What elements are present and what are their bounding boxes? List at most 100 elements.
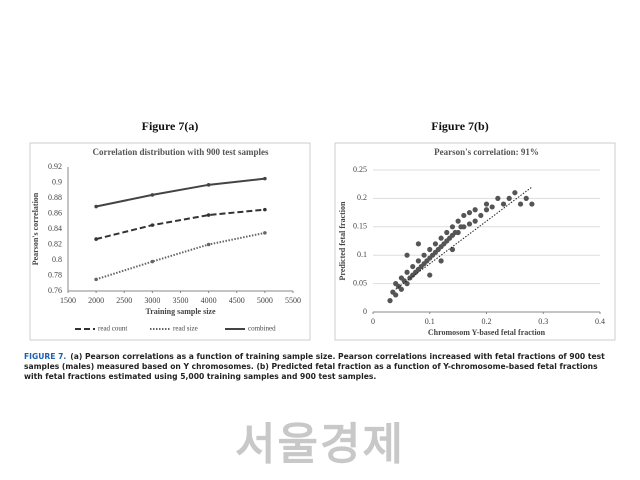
x-axis-label: Chromosom Y-based fetal fraction bbox=[428, 328, 546, 337]
point bbox=[263, 176, 267, 181]
x-tick-label: 0.2 bbox=[482, 317, 492, 326]
point bbox=[449, 246, 456, 253]
legend-label: read count bbox=[98, 325, 127, 333]
point bbox=[461, 212, 467, 219]
chart-subtitle: Correlation distribution with 900 test s… bbox=[92, 147, 269, 157]
caption: FIGURE 7. (a) Pearson correlations as a f… bbox=[24, 352, 618, 382]
point bbox=[500, 201, 507, 207]
y-tick-label: 0.76 bbox=[48, 286, 62, 295]
legend-label: read size bbox=[173, 325, 198, 333]
point bbox=[449, 224, 456, 230]
point bbox=[398, 286, 404, 292]
point bbox=[404, 269, 410, 275]
point bbox=[455, 218, 461, 224]
point bbox=[517, 201, 524, 207]
point bbox=[421, 252, 427, 258]
point bbox=[472, 207, 478, 213]
caption-text: (a) Pearson correlations as a function o… bbox=[24, 352, 605, 381]
figure-title: Figure 7(a) bbox=[142, 119, 199, 133]
point bbox=[432, 241, 439, 247]
point bbox=[466, 210, 473, 216]
point bbox=[206, 213, 211, 217]
point bbox=[206, 242, 211, 247]
series-line bbox=[95, 177, 265, 208]
series-line bbox=[95, 208, 265, 241]
y-tick-label: 0.84 bbox=[48, 224, 62, 233]
figure-title: Figure 7(b) bbox=[431, 119, 488, 133]
point bbox=[495, 195, 501, 201]
point bbox=[393, 292, 399, 298]
point bbox=[415, 241, 421, 247]
watermark: 서울경제 bbox=[235, 419, 405, 470]
caption-label: FIGURE 7. bbox=[24, 352, 67, 361]
chart-subtitle: Pearson's correlation: 91% bbox=[434, 147, 539, 157]
point bbox=[438, 258, 444, 264]
point bbox=[466, 221, 473, 227]
point bbox=[455, 229, 461, 236]
point bbox=[150, 223, 155, 227]
x-tick-label: 0.3 bbox=[538, 317, 548, 326]
point bbox=[483, 207, 490, 213]
point bbox=[427, 246, 433, 253]
y-tick-label: 0.88 bbox=[48, 193, 62, 202]
x-tick-label: 3000 bbox=[144, 296, 160, 305]
y-tick-label: 0.05 bbox=[353, 278, 367, 287]
y-tick-label: 0 bbox=[363, 307, 367, 316]
y-tick-label: 0.25 bbox=[353, 165, 367, 174]
point bbox=[444, 229, 450, 236]
point bbox=[94, 204, 98, 209]
y-tick-label: 0.15 bbox=[353, 222, 367, 231]
legend-label: combined bbox=[248, 325, 276, 333]
x-axis-label: Training sample size bbox=[145, 307, 216, 316]
x-tick-label: 3500 bbox=[173, 296, 189, 305]
point bbox=[94, 277, 98, 282]
point bbox=[512, 190, 518, 196]
chart-border bbox=[29, 142, 311, 341]
point bbox=[404, 252, 410, 258]
point bbox=[150, 259, 155, 264]
x-tick-label: 2000 bbox=[88, 296, 104, 305]
x-tick-label: 4500 bbox=[229, 296, 245, 305]
trendline bbox=[395, 186, 533, 290]
point bbox=[206, 183, 211, 187]
y-tick-label: 0.92 bbox=[48, 162, 62, 171]
x-tick-label: 0.4 bbox=[595, 317, 605, 326]
point bbox=[438, 235, 444, 241]
y-tick-label: 0.86 bbox=[48, 208, 62, 217]
x-tick-label: 4000 bbox=[201, 296, 217, 305]
y-tick-label: 0.9 bbox=[52, 177, 62, 186]
point bbox=[263, 207, 267, 212]
point bbox=[150, 193, 155, 197]
y-tick-label: 0.78 bbox=[48, 270, 62, 279]
y-tick-label: 0.82 bbox=[48, 239, 62, 248]
point bbox=[94, 237, 98, 241]
x-tick-label: 1500 bbox=[60, 296, 76, 305]
point bbox=[529, 201, 535, 207]
point bbox=[387, 298, 393, 304]
y-tick-label: 0.2 bbox=[357, 193, 367, 202]
x-tick-label: 0.1 bbox=[425, 317, 435, 326]
point bbox=[427, 272, 433, 278]
point bbox=[523, 195, 529, 201]
x-tick-label: 2500 bbox=[116, 296, 132, 305]
x-tick-label: 0 bbox=[371, 317, 375, 326]
chart-border bbox=[334, 142, 616, 341]
point bbox=[410, 263, 416, 270]
x-tick-label: 5500 bbox=[285, 296, 301, 305]
x-tick-label: 5000 bbox=[257, 296, 273, 305]
point bbox=[506, 195, 512, 201]
y-axis-label: Pearson's correlation bbox=[31, 192, 40, 265]
figure: Figure 7(a) Correlation distribution with… bbox=[29, 119, 616, 341]
y-axis-label: Predicted fetal fraction bbox=[338, 201, 347, 280]
point bbox=[263, 231, 267, 235]
series-line bbox=[95, 231, 266, 281]
y-tick-label: 0.8 bbox=[52, 255, 62, 264]
point bbox=[489, 204, 495, 210]
y-tick-label: 0.1 bbox=[357, 250, 367, 259]
point bbox=[461, 224, 467, 230]
point bbox=[483, 201, 490, 207]
point bbox=[415, 258, 421, 264]
point bbox=[478, 212, 484, 219]
point bbox=[472, 218, 478, 224]
